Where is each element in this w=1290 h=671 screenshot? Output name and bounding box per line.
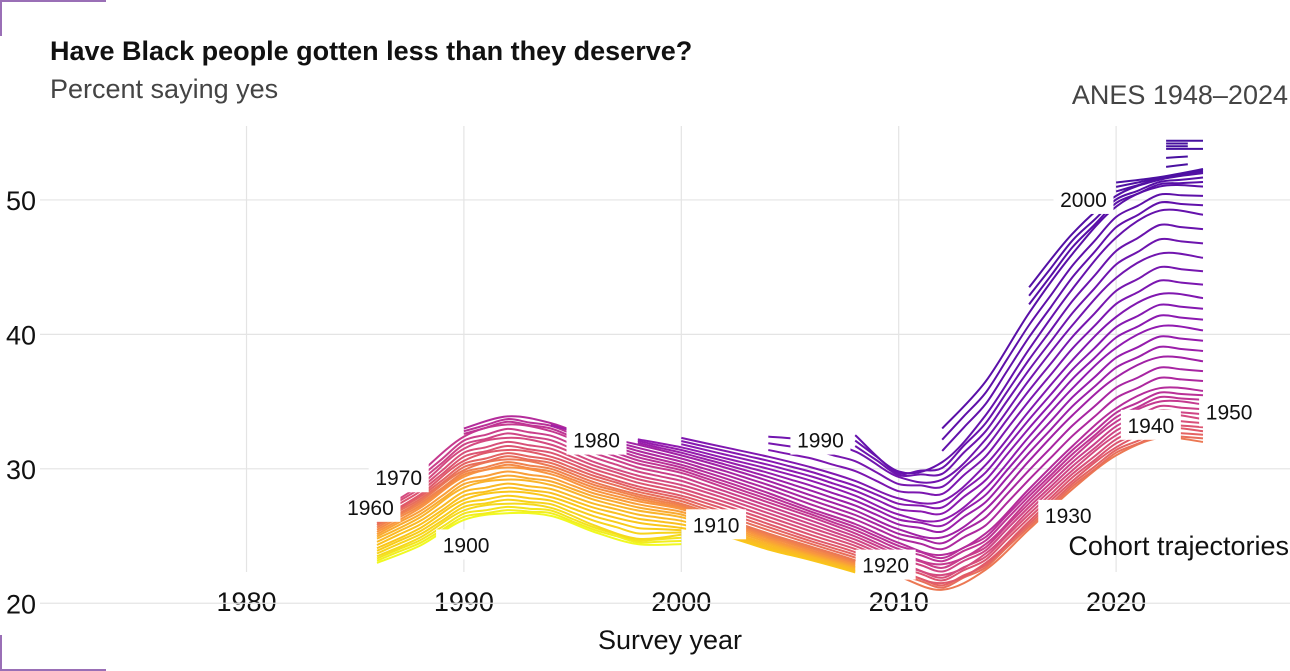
cohort-label: 1920: [862, 555, 909, 578]
cohort-line: [376, 498, 682, 555]
cohort-line: [419, 399, 1204, 566]
cohort-line: [1115, 168, 1204, 184]
cohort-label-bg: [1053, 183, 1114, 214]
legend-title: Cohort trajectories: [1068, 531, 1289, 561]
cohort-line: [637, 345, 1204, 534]
cohort-label-bg: [790, 424, 851, 455]
cohort-line: [376, 505, 682, 560]
cohort-label-bg: [855, 549, 916, 580]
x-axis-title: Survey year: [598, 625, 742, 655]
cohort-line: [941, 200, 1204, 452]
cohort-line: [376, 430, 1204, 587]
chart-title: Have Black people gotten less than they …: [50, 36, 693, 66]
source-label: ANES 1948–2024: [1071, 80, 1288, 110]
cohort-label-bg: [340, 491, 401, 522]
cohort-line: [419, 409, 1204, 573]
cohort-label: 1970: [375, 467, 422, 490]
cohort-line: [854, 237, 1204, 478]
cohort-line: [376, 418, 1204, 579]
x-tick-label: 2000: [651, 587, 711, 617]
cohort-line: [376, 470, 856, 567]
cohort-label: 1990: [797, 430, 844, 453]
cohort-line: [1166, 155, 1188, 159]
x-tick-label: 2010: [869, 587, 929, 617]
cohort-line: [376, 490, 856, 574]
top-left-corner-bracket: [0, 0, 106, 36]
cohort-line: [376, 461, 856, 563]
cohort-line: [768, 265, 1204, 489]
cohort-line: [1165, 163, 1188, 168]
cohort-line: [550, 366, 1204, 545]
cohort-line: [681, 314, 1204, 516]
cohort-line: [681, 292, 1204, 505]
cohort-line: [376, 511, 682, 564]
cohort-line: [637, 335, 1204, 528]
cohort-label: 1940: [1128, 415, 1175, 438]
cohort-line: [637, 324, 1204, 523]
cohort-label-bg: [436, 529, 497, 560]
y-tick-label: 40: [6, 320, 36, 350]
cohort-line: [376, 436, 1204, 591]
cohort-label-bg: [1120, 409, 1181, 440]
bottom-left-corner-bracket: [0, 635, 106, 671]
cohort-line: [419, 404, 1204, 569]
cohort-line: [550, 355, 1204, 540]
cohort-line: [1028, 176, 1204, 297]
cohort-line: [376, 474, 856, 568]
y-tick-label: 50: [6, 186, 36, 216]
cohort-series-lines: [376, 139, 1204, 591]
y-tick-label: 20: [6, 589, 36, 619]
cohort-line: [376, 502, 682, 558]
x-tick-label: 2020: [1086, 587, 1146, 617]
x-tick-label: 1980: [216, 587, 276, 617]
cohort-label-bg: [368, 462, 429, 493]
cohort-label: 1910: [693, 514, 740, 537]
cohort-line: [550, 376, 1204, 551]
chart-subtitle: Percent saying yes: [50, 74, 279, 104]
cohort-label: 1930: [1045, 505, 1092, 528]
cohort-label-bg: [1038, 499, 1099, 530]
cohort-line: [376, 466, 856, 566]
cohort-line: [376, 422, 1204, 582]
cohort-labels: 1900 1910 1920 1930 1940 1950 1960 1970 1980 1990…: [340, 183, 1260, 580]
cohort-label-bg: [686, 509, 747, 540]
cohort-line: [854, 223, 1204, 475]
cohort-label-bg: [1199, 396, 1260, 427]
cohort-line: [376, 486, 856, 572]
cohort-line: [376, 478, 856, 570]
axis-labels: Survey year Cohort trajectories: [598, 531, 1289, 655]
cohort-line: [941, 184, 1204, 430]
cohort-line: [376, 433, 1204, 589]
cohort-line: [376, 426, 1204, 585]
x-tick-label: 1990: [434, 587, 494, 617]
cohort-line: [681, 303, 1204, 510]
cohort-label-bg: [566, 424, 627, 455]
cohort-line: [854, 208, 1204, 475]
cohort-line: [1028, 181, 1204, 306]
cohort-line: [376, 413, 1204, 577]
cohort-label: 1960: [347, 497, 394, 520]
cohort-label: 1980: [573, 430, 620, 453]
cohort-label: 1950: [1206, 401, 1253, 424]
cohort-line: [376, 494, 682, 552]
cohort-line: [376, 463, 856, 564]
cohort-line: [376, 509, 682, 562]
cohort-label: 1900: [443, 534, 490, 557]
cohort-label: 2000: [1060, 189, 1107, 212]
cohort-line: [768, 279, 1204, 496]
y-tick-label: 30: [6, 455, 36, 485]
cohort-line: [376, 482, 856, 571]
cohort-line: [941, 192, 1204, 441]
